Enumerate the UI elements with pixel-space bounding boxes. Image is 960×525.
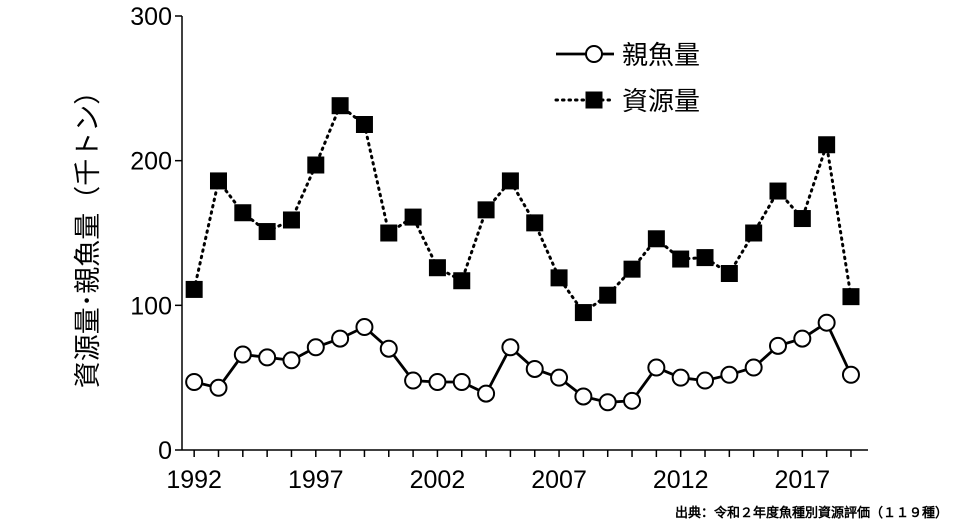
data-point [769, 182, 787, 200]
data-point [574, 304, 592, 322]
data-point [477, 384, 496, 403]
data-point [793, 329, 812, 348]
y-tick-label: 0 [158, 437, 172, 465]
series-1 [185, 313, 860, 412]
data-point [234, 204, 252, 222]
data-point [258, 348, 277, 367]
plot-area [185, 97, 860, 412]
data-point [185, 373, 204, 392]
data-point [550, 368, 569, 387]
data-point [380, 224, 398, 242]
y-tick-label: 300 [130, 3, 172, 31]
data-point [331, 329, 350, 348]
data-point [355, 318, 374, 337]
data-point [696, 371, 715, 390]
data-point [623, 260, 641, 278]
axes [175, 15, 868, 457]
data-point [841, 365, 860, 384]
data-point [477, 201, 495, 219]
y-tick-label: 100 [130, 292, 172, 320]
data-point [623, 391, 642, 410]
data-point [671, 368, 690, 387]
data-point [818, 136, 836, 154]
legend-label: 資源量 [622, 87, 700, 117]
x-tick-label: 2017 [775, 466, 831, 494]
data-point [258, 223, 276, 241]
data-point [185, 280, 203, 298]
data-point [307, 156, 325, 174]
data-point [355, 116, 373, 133]
data-point [745, 224, 763, 242]
data-point [793, 210, 811, 228]
data-point [574, 387, 593, 406]
data-point [452, 373, 471, 392]
legend-marker [585, 45, 603, 63]
data-point [526, 214, 544, 232]
data-point [379, 339, 398, 358]
data-point [696, 249, 714, 267]
data-point [282, 211, 300, 229]
data-point [598, 393, 617, 412]
series-line [192, 103, 853, 315]
legend-label: 親魚量 [622, 41, 700, 71]
data-point [550, 269, 568, 287]
legend-item-2: 資源量 [554, 87, 700, 117]
data-point [672, 250, 690, 268]
data-point [501, 172, 519, 190]
data-point [453, 272, 471, 290]
series-line [193, 320, 853, 404]
data-point [647, 230, 665, 248]
data-point [842, 288, 860, 306]
x-tick-label: 1992 [166, 466, 222, 494]
data-point [768, 336, 787, 355]
data-point [404, 208, 422, 226]
x-tick-label: 1997 [288, 466, 344, 494]
data-point [306, 338, 325, 357]
data-point [720, 265, 738, 283]
source-note: 出典：令和２年度魚種別資源評価（１１９種） [674, 506, 948, 521]
data-point [428, 373, 447, 392]
data-point [282, 351, 301, 370]
legend-item-1: 親魚量 [556, 41, 700, 71]
data-point [720, 365, 739, 384]
data-point [209, 378, 228, 397]
x-tick-label: 2002 [410, 466, 466, 494]
data-point [599, 286, 617, 304]
y-axis-label: 資源量･親魚量（千トン） [73, 78, 104, 389]
data-point [404, 371, 423, 390]
x-tick-label: 2007 [531, 466, 587, 494]
data-point [817, 313, 836, 332]
data-point [209, 172, 227, 190]
data-point [428, 259, 446, 277]
series-2 [185, 97, 860, 322]
data-point [233, 345, 252, 364]
data-point [525, 359, 544, 378]
data-point [331, 97, 349, 115]
tick-labels: 0 100 200 300 1992 1997 2002 2007 2012 2017 [130, 3, 830, 494]
x-tick-label: 2012 [653, 466, 709, 494]
legend-marker [585, 91, 603, 109]
data-point [501, 338, 520, 357]
y-tick-label: 200 [130, 148, 172, 176]
data-point [744, 358, 763, 377]
data-point [647, 358, 666, 377]
